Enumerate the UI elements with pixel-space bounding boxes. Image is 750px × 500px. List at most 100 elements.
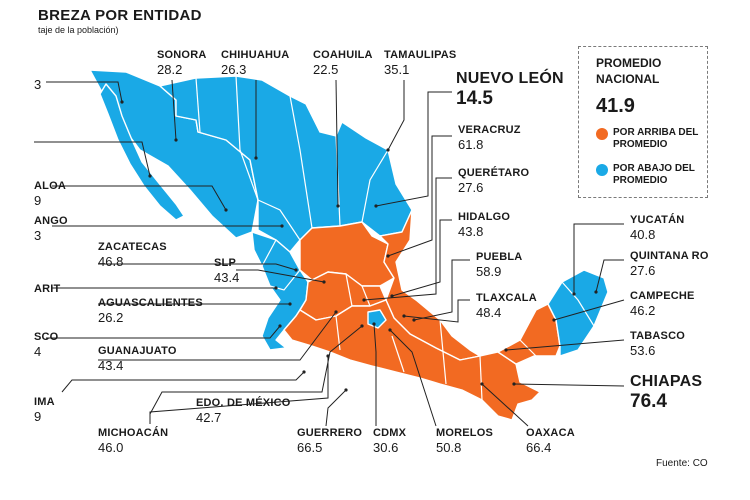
legend-above-line1: POR ARRIBA DEL xyxy=(613,127,699,138)
state-label-tabasco: TABASCO 53.6 xyxy=(630,330,685,358)
state-value: 43.4 xyxy=(214,270,240,285)
state-border-4 xyxy=(361,149,389,223)
state-border-8 xyxy=(345,273,353,307)
leader-end-quintana-roo xyxy=(594,290,598,294)
state-name: CHIHUAHUA xyxy=(221,49,290,61)
state-name: ANGO xyxy=(34,215,68,227)
leader-end-zacatecas xyxy=(294,268,298,272)
state-label-nuevo-leon: NUEVO LEÓN 14.5 xyxy=(456,70,564,109)
state-label-sinaloa: ALOA 9 xyxy=(34,180,66,208)
orange-swatch-icon xyxy=(596,128,608,140)
state-value: 46.2 xyxy=(630,303,656,318)
leader-end-chiapas xyxy=(512,382,516,386)
state-label-puebla: PUEBLA 58.9 xyxy=(476,252,522,279)
state-border-0 xyxy=(195,77,201,133)
state-value: 53.6 xyxy=(630,343,656,358)
leader-end-tlaxcala xyxy=(402,314,406,318)
state-name: GUANAJUATO xyxy=(98,345,177,357)
legend-item-below: POR ABAJO DEL PROMEDIO xyxy=(596,163,695,187)
leader-end-michoacan xyxy=(326,354,330,358)
state-value: 48.4 xyxy=(476,305,502,320)
state-value: 14.5 xyxy=(456,88,493,109)
state-value: 26.3 xyxy=(221,62,247,77)
state-name: CDMX xyxy=(373,427,407,439)
state-shapes xyxy=(89,69,609,421)
region-west xyxy=(251,231,309,351)
state-label-veracruz: VERACRUZ 61.8 xyxy=(458,125,521,152)
state-value: 43.8 xyxy=(458,224,484,239)
legend-below-line2: PROMEDIO xyxy=(613,175,668,186)
legend-heading-line1: PROMEDIO xyxy=(596,56,662,70)
state-name: GUERRERO xyxy=(297,427,363,439)
state-label-oaxaca: OAXACA 66.4 xyxy=(526,428,575,455)
state-value: 22.5 xyxy=(313,62,339,77)
blue-swatch-icon xyxy=(596,164,608,176)
state-label-nayarit: ARIT xyxy=(34,284,60,295)
legend-item-above: POR ARRIBA DEL PROMEDIO xyxy=(596,127,698,151)
state-name: MICHOACÁN xyxy=(98,427,169,439)
state-value: 66.5 xyxy=(297,440,323,455)
state-value: 66.4 xyxy=(526,440,552,455)
leader-line-cdmx xyxy=(373,323,377,426)
leader-end-aguascalientes xyxy=(288,302,292,306)
state-value: 27.6 xyxy=(630,263,656,278)
leader-line-morelos xyxy=(389,329,437,427)
leader-end-puebla xyxy=(412,318,416,322)
state-value: 61.8 xyxy=(458,137,484,152)
state-border-13 xyxy=(479,355,483,401)
leader-line-nuevo-leon xyxy=(375,91,452,207)
state-value: 50.8 xyxy=(436,440,462,455)
state-border-11 xyxy=(391,335,405,373)
state-name: SONORA xyxy=(157,49,207,61)
legend-heading-line2: NACIONAL xyxy=(596,72,660,86)
leader-line-puebla xyxy=(413,259,470,321)
state-label-guanajuato: GUANAJUATO 43.4 xyxy=(98,345,177,373)
state-value: 3 xyxy=(34,77,42,92)
leader-line-tamaulipas xyxy=(387,80,405,151)
leader-line-zacatecas xyxy=(98,263,297,271)
leader-line-hidalgo xyxy=(391,219,452,297)
state-border-2 xyxy=(289,95,313,229)
legend-below-line1: POR ABAJO DEL xyxy=(613,163,695,174)
state-border-12 xyxy=(439,319,447,385)
state-value: 4 xyxy=(34,344,42,359)
state-value: 43.4 xyxy=(98,358,124,373)
state-name: TABASCO xyxy=(630,330,685,342)
leader-end-queretaro xyxy=(362,298,366,302)
state-label-campeche: CAMPECHE 46.2 xyxy=(630,291,695,318)
leader-end-baja-california-sur xyxy=(148,174,152,178)
leader-line-michoacan xyxy=(149,356,329,424)
state-label-aguascalientes: AGUASCALIENTES 26.2 xyxy=(98,297,203,325)
state-label-tamaulipas: TAMAULIPAS 35.1 xyxy=(384,49,457,77)
state-label-morelos: MORELOS 50.8 xyxy=(436,428,493,455)
leader-line-yucatan xyxy=(573,223,624,294)
state-name: NUEVO LEÓN xyxy=(456,70,564,87)
leader-end-morelos xyxy=(388,328,392,332)
leader-line-guerrero xyxy=(325,389,347,427)
leader-line-coahuila xyxy=(335,79,339,207)
leader-end-slp xyxy=(322,280,326,284)
state-border-15 xyxy=(561,281,595,327)
state-value: 46.0 xyxy=(98,440,124,455)
state-value: 30.6 xyxy=(373,440,399,455)
national-average-value: 41.9 xyxy=(596,95,635,117)
state-value: 58.9 xyxy=(476,264,502,279)
state-value: 26.2 xyxy=(98,310,124,325)
leader-line-quintana-roo xyxy=(595,259,624,293)
state-label-jalisco: SCO 4 xyxy=(34,332,58,359)
region-gulf-orange xyxy=(379,209,481,361)
leader-line-chiapas xyxy=(513,383,625,387)
leader-end-campeche xyxy=(552,318,556,322)
state-label-edomex: EDO. DE MÉXICO 42.7 xyxy=(196,398,290,425)
state-label-durango: ANGO 3 xyxy=(34,215,68,243)
state-border-1 xyxy=(235,75,259,201)
leader-end-oaxaca xyxy=(480,382,484,386)
state-name: ZACATECAS xyxy=(98,241,167,253)
leader-line-campeche xyxy=(553,299,625,321)
state-label-slp: SLP 43.4 xyxy=(214,258,240,285)
state-name: AGUASCALIENTES xyxy=(98,297,203,309)
state-name: ARIT xyxy=(34,283,61,295)
state-name: ALOA xyxy=(34,180,66,192)
legend-box: PROMEDIO NACIONAL 41.9 POR ARRIBA DEL PR… xyxy=(578,46,708,198)
state-name: TAMAULIPAS xyxy=(384,49,457,61)
